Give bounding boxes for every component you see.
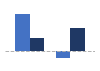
Bar [15, 14, 30, 51]
Bar [30, 38, 44, 51]
Bar [70, 27, 85, 51]
Bar [56, 51, 70, 58]
